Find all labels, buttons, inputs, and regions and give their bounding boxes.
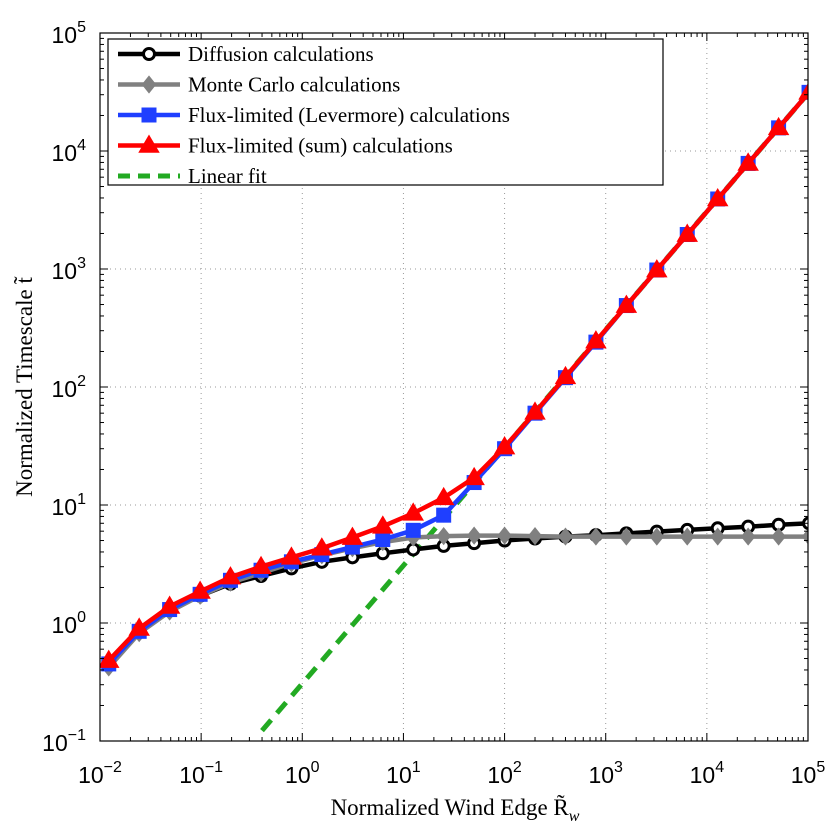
data-point — [405, 522, 421, 538]
x-tick-label: 105 — [791, 759, 826, 788]
x-tick-label: 10−2 — [78, 759, 122, 788]
legend-marker — [142, 47, 156, 61]
data-point — [280, 546, 303, 565]
y-tick-label: 100 — [52, 609, 87, 638]
y-tick-label: 102 — [52, 373, 87, 402]
data-point — [619, 527, 634, 546]
legend-entry: Flux-limited (Levermore) calculations — [118, 103, 510, 127]
data-point — [497, 526, 512, 545]
legend-entry: Diffusion calculations — [118, 42, 374, 66]
data-point — [372, 515, 394, 534]
data-point — [706, 188, 729, 207]
series-line — [107, 521, 808, 666]
legend-entry: Linear fit — [118, 164, 267, 188]
data-point — [676, 223, 699, 242]
legend-label: Diffusion calculations — [188, 42, 374, 66]
data-point — [740, 527, 756, 546]
data-point — [158, 595, 181, 614]
data-point — [554, 365, 577, 385]
data-point — [436, 527, 451, 546]
data-point — [646, 259, 668, 278]
x-tick-label: 102 — [487, 759, 522, 788]
data-point — [128, 617, 150, 636]
data-point — [558, 527, 573, 546]
data-point — [493, 436, 516, 455]
data-point — [767, 116, 790, 136]
data-point — [679, 527, 695, 546]
data-point — [436, 507, 452, 523]
legend-marker — [141, 107, 157, 123]
x-tick-label: 100 — [285, 759, 320, 788]
data-point — [649, 527, 665, 546]
data-point — [402, 502, 424, 521]
y-tick-label: 104 — [52, 137, 87, 166]
legend-entry: Flux-limited (sum) calculations — [118, 134, 453, 158]
legend-box — [107, 38, 664, 186]
x-tick-label: 10−1 — [179, 759, 223, 788]
x-tick-label: 103 — [588, 759, 623, 788]
legend-marker — [138, 134, 160, 153]
data-point — [100, 649, 120, 668]
series-layer — [100, 83, 808, 733]
x-tick-label: 104 — [690, 759, 725, 788]
data-point — [771, 527, 786, 546]
legend-label: Linear fit — [188, 164, 267, 188]
y-tick-label: 103 — [52, 255, 87, 284]
data-point — [527, 527, 543, 546]
legend-marker — [141, 75, 157, 94]
x-tick-label: 101 — [386, 759, 421, 788]
data-point — [463, 466, 485, 486]
y-tick-label: 101 — [52, 491, 87, 520]
y-tick-label: 105 — [52, 19, 87, 48]
data-point — [466, 526, 482, 545]
legend-label: Monte Carlo calculations — [188, 73, 400, 97]
data-point — [250, 555, 272, 574]
y-tick-label: 10−1 — [42, 727, 86, 756]
legend: Diffusion calculations Monte Carlo calcul… — [107, 38, 664, 188]
data-point — [341, 526, 364, 545]
series-3 — [100, 83, 808, 668]
tick-labels: 10−2 10−1 100 101 102 103 104 105 10−1 100 101 102 1… — [42, 19, 825, 788]
data-point — [432, 486, 455, 506]
legend-label: Flux-limited (sum) calculations — [188, 134, 453, 158]
data-point — [615, 294, 638, 313]
data-point — [524, 401, 546, 420]
data-point — [710, 527, 725, 546]
plot-frame — [99, 32, 809, 742]
legend-label: Flux-limited (Levermore) calculations — [188, 103, 510, 127]
series-1 — [101, 526, 808, 677]
data-point — [189, 580, 211, 599]
data-point — [585, 330, 607, 349]
grid — [100, 33, 808, 741]
data-point — [588, 527, 604, 546]
data-point — [375, 532, 391, 548]
series-line — [107, 533, 808, 669]
data-point — [801, 528, 808, 545]
data-point — [219, 566, 242, 585]
y-axis-label: Normalized Timescale t̃ — [12, 276, 37, 497]
x-axis-label: Normalized Wind Edge R̃w — [331, 793, 580, 825]
data-point — [798, 83, 808, 100]
data-point — [737, 152, 759, 171]
legend-entry: Monte Carlo calculations — [118, 73, 400, 97]
data-point — [311, 537, 333, 556]
